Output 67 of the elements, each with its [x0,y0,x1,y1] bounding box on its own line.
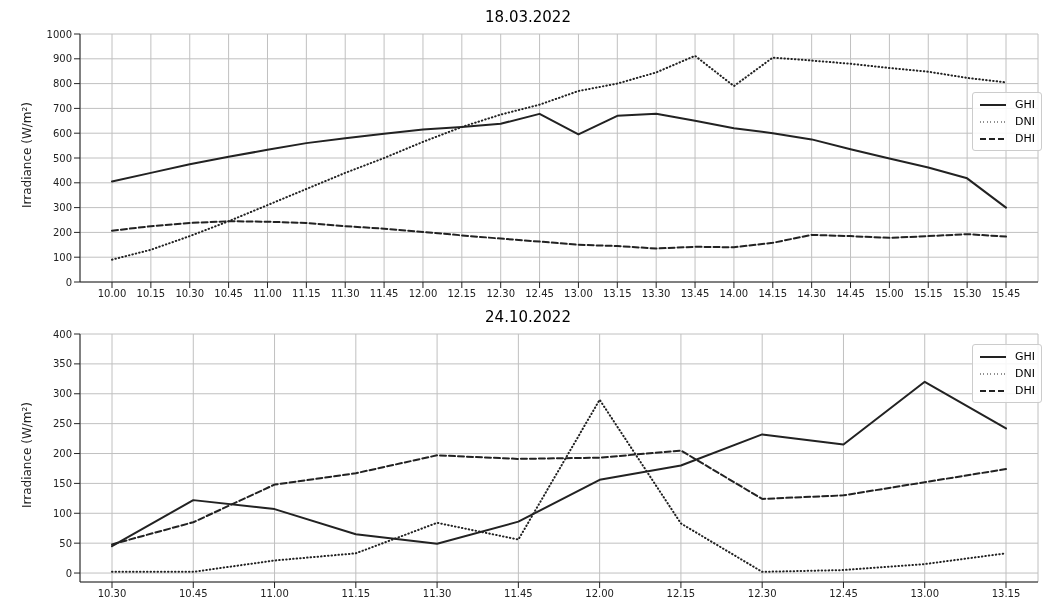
line-series [111,54,1007,261]
x-tick-label: 12.45 [829,588,858,600]
y-tick-label: 200 [52,448,72,460]
y-tick-label: 600 [52,127,72,139]
y-tick-label: 150 [52,477,72,489]
x-tick-label: 10.30 [175,288,205,300]
x-tick-label: 10.45 [214,288,243,300]
y-tick-label: 350 [52,358,72,370]
x-tick-label: 14.45 [836,288,865,300]
x-tick-label: 13.15 [602,288,632,300]
legend-label: GHI [1014,97,1035,113]
y-tick-label: 900 [52,53,72,65]
x-tick-label: 12.30 [747,588,777,600]
y-tick-label: 300 [52,202,72,214]
y-tick-label: 250 [52,418,72,430]
x-tick-label: 13.30 [641,288,671,300]
y-tick-label: 50 [59,537,72,549]
x-tick-label: 15.00 [875,288,904,300]
y-axis-title: Irradiance (W/m²) [20,401,35,508]
x-tick-label: 11.00 [260,588,289,600]
y-tick-label: 0 [65,567,72,579]
legend-label: GHI [1014,349,1035,365]
x-tick-label: 11.30 [330,288,360,300]
legend-label: DHI [1014,131,1035,147]
x-tick-label: 11.30 [422,588,452,600]
x-tick-label: 12.15 [447,288,477,300]
x-tick-label: 10.00 [97,288,127,300]
y-tick-label: 400 [52,177,72,189]
x-tick-label: 13.00 [910,588,940,600]
legend-label: DHI [1014,383,1035,399]
x-tick-label: 11.15 [341,588,371,600]
y-tick-label: 1000 [46,28,72,40]
x-tick-label: 13.00 [564,288,593,300]
x-tick-label: 14.00 [719,288,749,300]
x-tick-label: 12.45 [525,288,554,300]
x-tick-label: 11.00 [253,288,282,300]
x-tick-label: 15.15 [913,288,943,300]
x-tick-label: 10.30 [97,588,127,600]
chart-title: 18.03.2022 [484,8,572,28]
x-tick-label: 11.15 [292,288,321,300]
x-tick-label: 13.15 [991,588,1021,600]
x-tick-label: 12.30 [486,288,516,300]
x-tick-label: 11.45 [369,288,399,300]
legend-label: DNI [1014,114,1035,130]
y-tick-label: 100 [52,251,72,263]
y-axis-title: Irradiance (W/m²) [20,101,35,208]
x-tick-label: 14.30 [797,288,826,300]
y-tick-label: 700 [52,102,72,114]
x-tick-label: 12.15 [666,588,696,600]
y-tick-label: 300 [52,388,72,400]
x-tick-label: 12.00 [408,288,438,300]
x-tick-label: 13.45 [680,288,710,300]
y-tick-label: 200 [52,226,72,238]
x-tick-label: 15.45 [991,288,1021,300]
x-tick-label: 11.45 [504,588,533,600]
y-tick-label: 0 [65,276,72,288]
x-tick-label: 14.15 [758,288,788,300]
legend-label: DNI [1014,366,1035,382]
x-tick-label: 10.15 [136,288,166,300]
x-tick-label: 12.00 [585,588,614,600]
x-tick-label: 10.45 [178,588,208,600]
x-tick-label: 15.30 [952,288,982,300]
chart-title: 24.10.2022 [484,308,572,328]
y-tick-label: 100 [52,507,72,519]
y-tick-label: 500 [52,152,72,164]
y-tick-label: 400 [52,328,72,340]
y-tick-label: 800 [52,78,72,90]
